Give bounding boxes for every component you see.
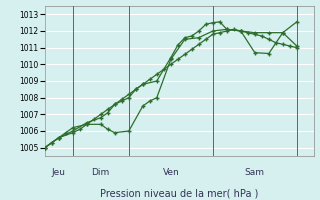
Text: Jeu: Jeu xyxy=(52,168,66,177)
Text: Dim: Dim xyxy=(92,168,110,177)
Text: Ven: Ven xyxy=(163,168,179,177)
Text: Sam: Sam xyxy=(245,168,265,177)
Text: Pression niveau de la mer( hPa ): Pression niveau de la mer( hPa ) xyxy=(100,189,258,199)
